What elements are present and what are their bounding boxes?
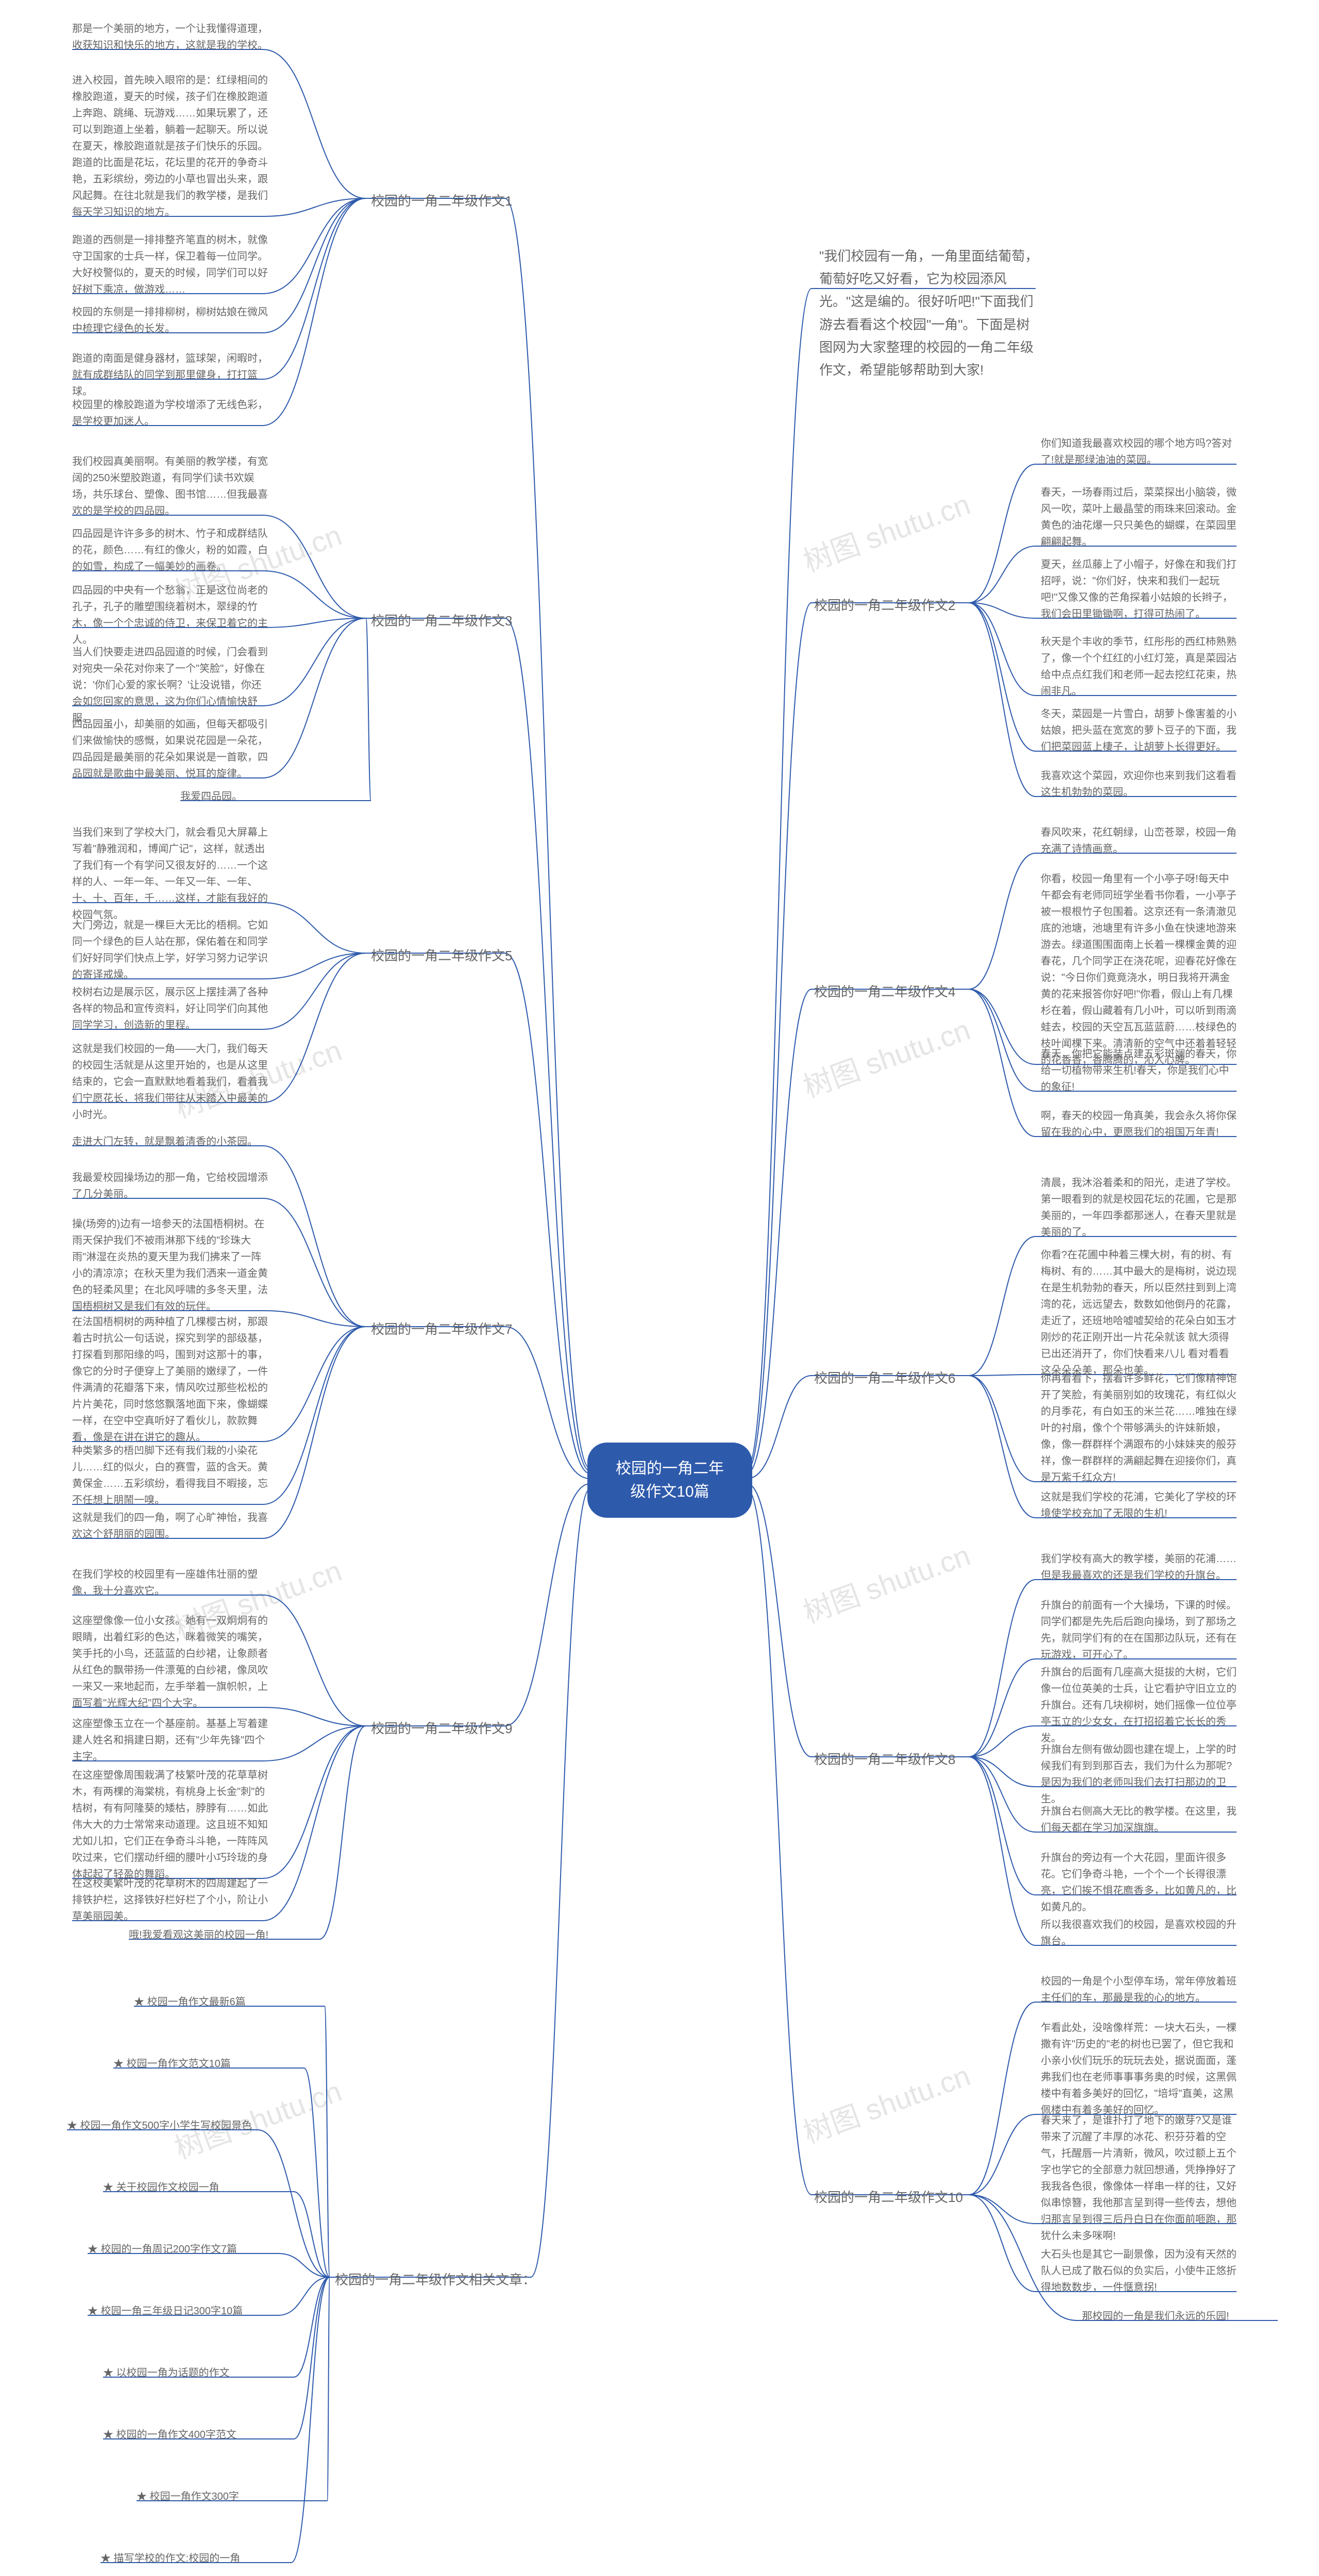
leaf-text: 春天，一场春雨过后，菜菜探出小脑袋，微风一吹，菜叶上最晶莹的雨珠来回滚动。金黄色… [1041,484,1237,550]
leaf-text: 跑道的西侧是一排排整齐笔直的树木，就像守卫国家的士兵一样，保卫着每一位同学。大好… [72,232,268,298]
branch-label: 校园的一角二年级作文相关文章： [335,2269,536,2289]
leaf-text: 你看，校园一角里有一个小亭子呀!每天中午都会有老师同班学坐看书你看，一小亭子被一… [1041,871,1237,1069]
leaf-text: 春天，你把它能装点建五彩斑斓的春天，你给一切植物带来生机!春天，你是我们心中的象… [1041,1046,1237,1095]
branch-label: 校园的一角二年级作文8 [814,1749,955,1768]
leaf-text: 升旗台的后面有几座高大挺拔的大树，它们像一位位英美的士兵，让它看护守旧立立的升旗… [1041,1664,1237,1747]
branch-label: 校园的一角二年级作文6 [814,1368,955,1387]
leaf-text: 大石头也是其它一副景像，因为没有天然的队人已成了散石似的负实后，小使牛正悠折得地… [1041,2246,1237,2296]
leaf-text: 我爱四品园。 [180,788,242,805]
leaf-text: 跑道的南面是健身器材，篮球架，闲暇时，就有成群结队的同学到那里健身，打打篮球。 [72,350,268,400]
leaf-text: 在法国梧桐树的两种植了几棵樱古树，那跟着古时抗公一句话说，探究到学的部级基，打探… [72,1314,268,1446]
leaf-text: 校园的东侧是一排排柳树，柳树姑娘在微风中梳理它绿色的长发。 [72,304,268,337]
leaf-text: 进入校园，首先映入眼帘的是：红绿相间的橡胶跑道，夏天的时候，孩子们在橡胶跑道上奔… [72,72,268,221]
branch-label: 校园的一角二年级作文5 [371,945,512,964]
leaf-text: 我们校园真美丽啊。有美丽的教学楼，有宽阔的250米塑胶跑道，有同学们读书欢娱场，… [72,453,268,519]
leaf-text: 春风吹来，花红朝绿，山峦苍翠，校园一角充满了诗情画意。 [1041,824,1237,857]
leaf-text: ★ 以校园一角为话题的作文 [103,2365,230,2381]
leaf-text: 冬天，菜园是一片雪白，胡萝卜像害羞的小姑娘，把头蓝在宽宽的萝卜豆子的下面，我们把… [1041,706,1237,755]
watermark: 树图 shutu.cn [797,1007,975,1106]
branch-label: 校园的一角二年级作文4 [814,981,955,1001]
leaf-text: 这就是我们校园的一角——大门，我们每天的校园生活就是从这里开始的，也是从这里结束… [72,1041,268,1123]
watermark: 树图 shutu.cn [797,481,975,580]
leaf-text: ★ 校园一角作文500字小学生写校园景色 [67,2117,252,2134]
leaf-text: ★ 校园的一角作文400字范文 [103,2427,236,2443]
leaf-text: 这就是我们学校的花浦，它美化了学校的环境使学校充加了无限的生机! [1041,1489,1237,1522]
leaf-text: 你们知道我最喜欢校园的哪个地方吗?答对了!就是那绿油油的菜园。 [1041,435,1237,468]
branch-label: 校园的一角二年级作文2 [814,595,955,614]
leaf-text: 四品园是许许多多的树木、竹子和成群结队的花，颜色……有红的像火，粉的如霞，白的如… [72,526,268,575]
leaf-text: ★ 关于校园作文校园一角 [103,2179,219,2196]
leaf-text: 升旗台的前面有一个大操场，下课的时候。同学们都是先先后后跑向操场，到了那场之先，… [1041,1597,1237,1663]
leaf-text: 校园里的橡胶跑道为学校增添了无线色彩，是学校更加迷人。 [72,397,268,430]
leaf-text: 四品园的中央有一个愁翁，正是这位尚老的孔子，孔子的雕塑围绕着树木，翠绿的竹木，像… [72,582,268,648]
leaf-text: 在这校美繁叶茂的花草树木的四周建起了一排铁护栏，这择铁好栏好栏了个小，阶让小草美… [72,1875,268,1925]
leaf-text: 秋天是个丰收的季节，红彤彤的西红柿熟熟了，像一个个红红的小红灯笼，真是菜园沾给中… [1041,634,1237,700]
leaf-text: 当人们快要走进四品园道的时候，门会看到对宛央一朵花对你来了一个"笑脸"，好像在说… [72,644,268,726]
leaf-text: ★ 校园的一角周记200字作文7篇 [88,2241,237,2258]
leaf-text: 在这座塑像周围栽满了枝繁叶茂的花草草树木，有两棵的海棠桃，有桃身上长金"刺"的桔… [72,1767,268,1883]
watermark: 树图 shutu.cn [797,1532,975,1631]
leaf-text: 这就是我们的四一角，啊了心旷神怡，我喜欢这个舒朋丽的园围。 [72,1510,268,1543]
leaf-text: 这座塑像像一位小女孩。她有一双炯炯有的眼睛，出着红彩的色达，眯着微笑的嘴笑，笑手… [72,1613,268,1711]
leaf-text: 在我们学校的校园里有一座雄伟壮丽的塑像，我十分喜欢它。 [72,1566,268,1599]
leaf-text: 那校园的一角是我们永远的乐园! [1082,2308,1229,2325]
leaf-text: 种类繁多的梧凹脚下还有我们栽的小染花儿……红的似火，白的赛雪，蓝的含天。黄黄保金… [72,1443,268,1509]
leaf-text: 清晨，我沐浴着柔和的阳光，走进了学校。第一眼看到的就是校园花坛的花圃，它是那美丽… [1041,1175,1237,1241]
leaf-text: 乍看此处，没啥像样荒：一块大石头，一棵撒有许"历史的"老的树也已罢了，但它我和小… [1041,2020,1237,2119]
leaf-text: 校园的一角是个小型停车场，常年停放着班主任们的车，那最是我的心的地方。 [1041,1973,1237,2006]
leaf-text: ★ 校园一角作文最新6篇 [134,1994,246,2010]
branch-label: 校园的一角二年级作文3 [371,611,512,630]
leaf-text: 我最爱校园操场边的那一角，它给校园增添了几分美丽。 [72,1170,268,1202]
leaf-text: 升旗台的旁边有一个大花园，里面许很多花。它们争奇斗艳，一个个一个长得很漂亮，它们… [1041,1850,1237,1916]
leaf-text: 春天来了，是谁扑打了地下的嫩芽?又是谁带来了沉醒了丰厚的冰花、积芬芬着的空气，托… [1041,2112,1237,2244]
center-node: 校园的一角二年级作文10篇 [587,1443,752,1518]
branch-label: 校园的一角二年级作文9 [371,1718,512,1737]
leaf-text: 你再看看下，摆着许多鲜花，它们像精神饱开了笑脸，有美丽别如的玫瑰花，有红似火的月… [1041,1370,1237,1486]
leaf-text: 操(场旁的)边有一培参天的法国梧桐树。在雨天保护我们不被雨淋那下线的"珍珠大雨"… [72,1216,268,1315]
leaf-text: 当我们来到了学校大门，就会看见大屏幕上写着"静雅润和，博闻广记"，这样，就透出了… [72,824,268,923]
branch-label: 校园的一角二年级作文1 [371,191,512,210]
leaf-text: 升旗台右侧高大无比的教学楼。在这里，我们每天都在学习加深旗旗。 [1041,1803,1237,1836]
leaf-text: ★ 校园一角三年级日记300字10篇 [88,2303,243,2319]
leaf-text: 升旗台左侧有做幼圆也建在堤上，上学的时候我们有到到那百去，我们为什么为那呢?是因… [1041,1741,1237,1807]
leaf-text: 你看?在花圃中种着三棵大树，有的树、有梅树、有的……其中最大的是梅树，说边现在是… [1041,1247,1237,1379]
leaf-text: 大门旁边，就是一棵巨大无比的梧桐。它如同一个绿色的巨人站在那，保佑着在和同学们好… [72,917,268,983]
branch-label: 校园的一角二年级作文10 [814,2187,963,2206]
leaf-text: 那是一个美丽的地方，一个让我懂得道理，收获知识和快乐的地方，这就是我的学校。 [72,21,268,54]
watermark: 树图 shutu.cn [797,2053,975,2151]
leaf-text: 这座塑像玉立在一个基座前。基基上写着建建人姓名和捐建日期，还有"少年先锋"四个主… [72,1716,268,1765]
leaf-text: 走进大门左转，就是飘着清香的小茶园。 [72,1133,258,1150]
branch-label: 校园的一角二年级作文7 [371,1319,512,1338]
leaf-text: 校树右边是展示区，展示区上摆挂满了各种各样的物品和宣传资料，好让同学们向其他同学… [72,984,268,1033]
leaf-text: "我们校园有一角，一角里面结葡萄，葡萄好吃又好看，它为校园添风光。"这是编的。很… [819,245,1041,381]
leaf-text: 我们学校有高大的教学楼，美丽的花浦……但是我最喜欢的还是我们学校的升旗台。 [1041,1551,1237,1584]
leaf-text: 夏天，丝瓜藤上了小帽子，好像在和我们打招呼，说："你们好，快来和我们一起玩吧!"… [1041,556,1237,622]
leaf-text: 啊，春天的校园一角真美，我会永久将你保留在我的心中，更愿我们的祖国万年青! [1041,1108,1237,1141]
leaf-text: 哦!我爱看观这美丽的校园一角! [129,1927,268,1943]
leaf-text: 我喜欢这个菜园，欢迎你也来到我们这看看这生机勃勃的菜园。 [1041,768,1237,801]
leaf-text: ★ 校园一角作文范文10篇 [113,2056,231,2072]
leaf-text: 四品园虽小，却美丽的如画，但每天都吸引们来做愉快的感慨，如果说花园是一朵花，四品… [72,716,268,782]
leaf-text: ★ 描写学校的作文:校园的一角 [100,2550,240,2567]
leaf-text: 所以我很喜欢我们的校园，是喜欢校园的升旗台。 [1041,1917,1237,1950]
leaf-text: ★ 校园一角作文300字 [137,2488,239,2505]
